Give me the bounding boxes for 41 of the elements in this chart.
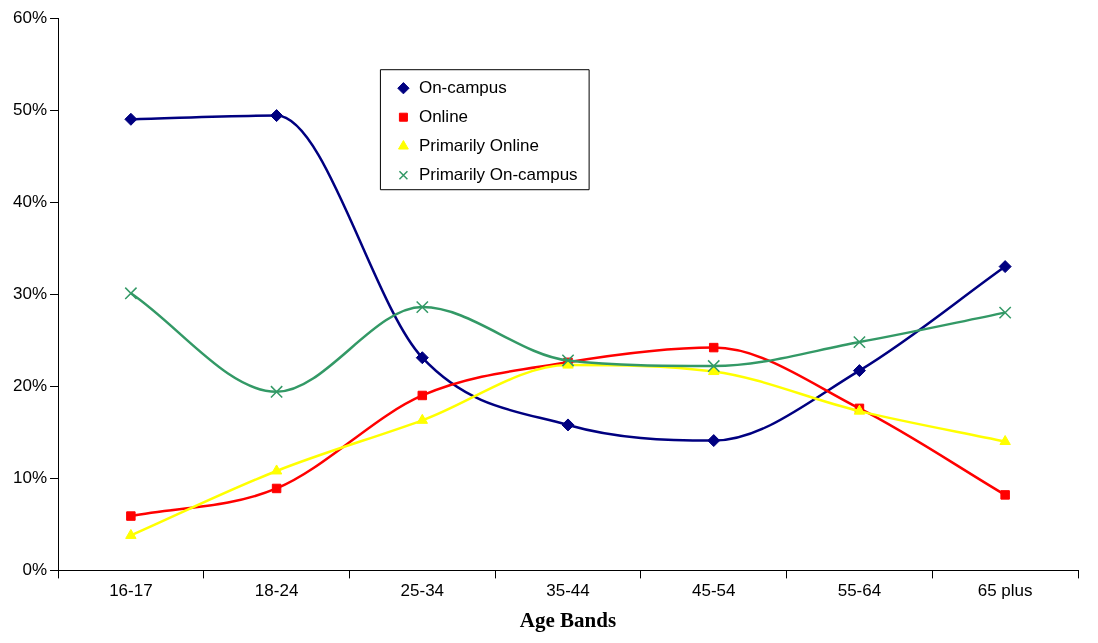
point xyxy=(852,364,866,378)
point xyxy=(270,109,284,123)
x-tick-label: 65 plus xyxy=(977,581,1033,601)
point xyxy=(1000,490,1010,500)
point xyxy=(999,435,1011,446)
point xyxy=(270,385,283,399)
legend-label: On-campus xyxy=(418,77,507,97)
point xyxy=(707,434,721,448)
legend-label: Primarily On-campus xyxy=(418,164,578,184)
point xyxy=(270,464,283,475)
point xyxy=(415,351,429,365)
point xyxy=(998,306,1012,320)
x-tick-label: 16-17 xyxy=(109,581,153,601)
legend-label: Online xyxy=(418,106,469,126)
y-tick-label: 0% xyxy=(22,560,48,580)
x-tick-label: 45-54 xyxy=(691,581,736,601)
point xyxy=(124,286,138,300)
legend-label: Primarily Online xyxy=(418,135,539,155)
x-tick-label: 35-44 xyxy=(546,581,590,601)
point xyxy=(998,260,1012,274)
point xyxy=(561,418,575,432)
y-tick-label: 30% xyxy=(12,283,48,303)
point xyxy=(415,300,429,314)
point xyxy=(707,359,721,373)
point xyxy=(271,483,282,494)
point xyxy=(417,390,428,401)
point xyxy=(708,342,719,353)
x-tick-label: 18-24 xyxy=(254,581,299,601)
x-tick-label: 55-64 xyxy=(837,581,882,601)
point xyxy=(416,413,428,424)
point xyxy=(125,528,137,539)
x-tick-label: 25-34 xyxy=(400,581,445,601)
point xyxy=(853,335,866,349)
point xyxy=(126,511,136,521)
y-tick-label: 60% xyxy=(12,7,48,27)
y-tick-label: 20% xyxy=(12,375,48,395)
point xyxy=(124,112,138,126)
y-tick-label: 50% xyxy=(12,99,48,119)
y-tick-label: 40% xyxy=(12,191,48,211)
x-axis-title: Age Bands xyxy=(519,607,617,632)
y-tick-label: 10% xyxy=(12,468,48,488)
